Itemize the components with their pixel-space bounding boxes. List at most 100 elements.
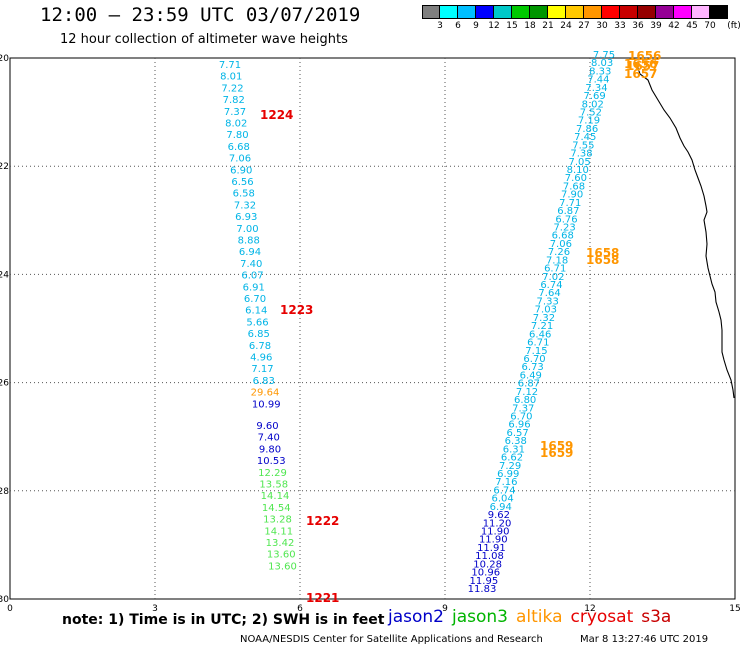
track-a-value: 12.29 — [258, 468, 287, 479]
time-label: 1224 — [260, 108, 293, 122]
track-a-value: 10.99 — [252, 399, 281, 410]
lon-tick-label: 0 — [7, 604, 13, 614]
lon-tick-label: 12 — [584, 604, 595, 614]
legend-tick: 15 — [506, 21, 518, 31]
coastline — [635, 61, 735, 399]
track-a-value: 7.22 — [221, 83, 243, 94]
legend-tick: 9 — [473, 21, 479, 31]
track-a-value: 13.60 — [267, 550, 296, 561]
credit-line: NOAA/NESDIS Center for Satellite Applica… — [240, 634, 543, 645]
legend-tick: 24 — [560, 21, 572, 31]
legend-tick: 3 — [437, 21, 443, 31]
track-b-value: 7.60 — [565, 173, 587, 184]
lat-tick-label: -28 — [0, 487, 9, 497]
legend-swatch — [422, 5, 440, 19]
track-a-value: 13.60 — [268, 561, 297, 572]
legend-swatch — [530, 5, 548, 19]
track-b-value: 11.90 — [479, 535, 508, 546]
time-label: 1656 — [628, 49, 661, 63]
track-b-value: 7.37 — [512, 403, 534, 414]
legend-tick: 42 — [668, 21, 680, 31]
track-b-value: 7.64 — [538, 288, 560, 299]
time-labels: 1224122312221221165616561657165716581658… — [260, 49, 661, 605]
track-b-value: 11.90 — [481, 526, 510, 537]
time-label: 1658 — [586, 253, 619, 267]
track-a-value: 7.82 — [223, 95, 245, 106]
track-a-value: 7.37 — [224, 107, 246, 118]
track-a-value: 5.66 — [246, 317, 268, 328]
map-frame — [9, 57, 736, 600]
track-b-value: 7.55 — [572, 140, 594, 151]
legend-swatch — [440, 5, 458, 19]
track-b-value: 7.90 — [561, 190, 583, 201]
track-b-value: 9.62 — [488, 510, 510, 521]
track-b-value: 7.02 — [542, 272, 564, 283]
track-a-value: 6.85 — [248, 329, 270, 340]
track-b-value: 11.95 — [470, 576, 499, 587]
legend-tick: 27 — [578, 21, 590, 31]
track-a-value: 7.40 — [258, 433, 280, 444]
track-b-value: 7.15 — [525, 346, 547, 357]
track-b-value: 7.32 — [533, 313, 555, 324]
track-b-value: 6.71 — [544, 264, 566, 275]
track-b-value: 6.74 — [493, 485, 515, 496]
legend-tick: 45 — [686, 21, 698, 31]
track-a-value: 4.96 — [250, 353, 272, 364]
track-a-value: 13.42 — [266, 538, 295, 549]
legend-tick: 36 — [632, 21, 644, 31]
track-a-value: 7.32 — [234, 200, 256, 211]
lat-tick-label: -26 — [0, 379, 9, 389]
time-label: 1658 — [586, 246, 619, 260]
track-b-value: 7.21 — [531, 321, 553, 332]
track-a-values: 7.718.017.227.827.378.027.806.687.066.90… — [219, 60, 297, 572]
track-b-value: 10.28 — [473, 559, 502, 570]
track-a-value: 6.78 — [249, 341, 271, 352]
track-b-value: 8.03 — [591, 58, 613, 69]
track-a-value: 9.80 — [259, 444, 281, 455]
legend-tick: 21 — [542, 21, 554, 31]
lat-tick-label: -22 — [0, 162, 9, 172]
sat-s3a: s3a — [641, 607, 672, 627]
color-legend — [422, 5, 728, 19]
track-b-value: 6.70 — [523, 354, 545, 365]
track-b-value: 6.31 — [503, 444, 525, 455]
track-b-value: 7.69 — [583, 91, 605, 102]
track-b-value: 11.08 — [475, 551, 504, 562]
track-a-value: 14.14 — [261, 491, 290, 502]
legend-swatch — [584, 5, 602, 19]
track-a-value: 8.01 — [220, 72, 242, 83]
legend-swatch — [656, 5, 674, 19]
track-b-value: 7.19 — [578, 116, 600, 127]
legend-swatch — [710, 5, 728, 19]
legend-swatch — [674, 5, 692, 19]
track-a-value: 14.54 — [262, 503, 291, 514]
track-a-value: 6.58 — [233, 189, 255, 200]
track-b-value: 7.45 — [574, 132, 596, 143]
track-a-value: 6.90 — [230, 165, 252, 176]
legend-swatch — [548, 5, 566, 19]
track-a-value: 7.06 — [229, 154, 251, 165]
track-a-value: 7.00 — [236, 224, 258, 235]
track-a-value: 29.64 — [251, 388, 280, 399]
track-b-value: 7.16 — [495, 477, 517, 488]
track-a-value: 6.93 — [235, 212, 257, 223]
track-b-value: 10.96 — [471, 568, 500, 579]
track-a-value: 14.11 — [264, 526, 293, 537]
track-b-value: 7.44 — [587, 75, 609, 86]
legend-swatch — [602, 5, 620, 19]
track-a-value: 13.58 — [259, 480, 288, 491]
track-b-value: 6.68 — [552, 231, 574, 242]
track-a-value: 6.14 — [245, 306, 267, 317]
legend-tick: 70 — [704, 21, 716, 31]
legend-swatch — [494, 5, 512, 19]
track-b-values: 7.758.038.337.447.347.698.027.527.197.86… — [468, 50, 615, 595]
track-b-value: 8.10 — [567, 165, 589, 176]
track-b-value: 6.94 — [490, 502, 512, 513]
sat-altika: altika — [516, 607, 563, 627]
time-label: 1659 — [540, 446, 573, 460]
axis-labels: 0 3 6 9 12 15 -20 -22 -24 -26 -28 -30 — [0, 54, 740, 614]
track-b-value: 7.38 — [570, 149, 592, 160]
track-b-value: 8.02 — [582, 99, 604, 110]
lat-tick-label: -30 — [0, 595, 9, 605]
track-a-value: 6.83 — [253, 376, 275, 387]
